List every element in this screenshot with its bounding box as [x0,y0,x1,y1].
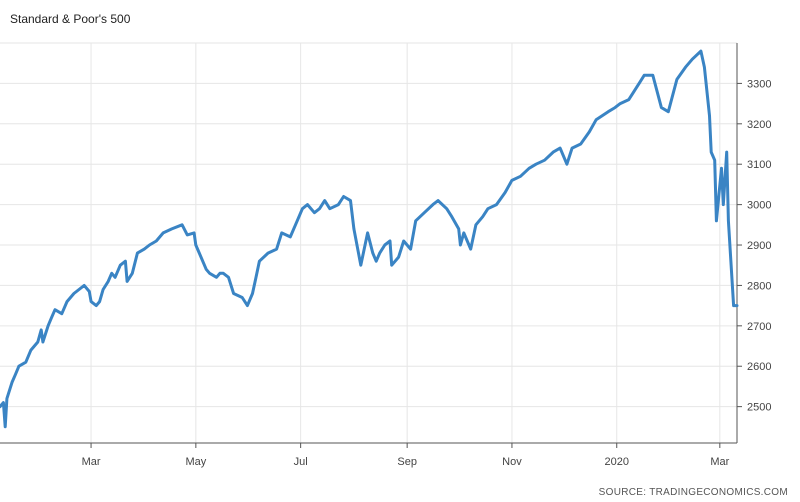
x-tick-label: May [185,456,206,468]
tick-labels: 2500 2600 2700 2800 2900 3000 3100 3200 3300 Mar M… [82,78,772,468]
x-tick-label: Mar [710,456,729,468]
series-line [0,49,739,429]
plot-area [0,49,739,429]
y-tick-label: 2900 [747,240,771,252]
y-tick-label: 3000 [747,200,771,212]
axes [0,43,742,448]
y-tick-label: 3200 [747,119,771,131]
source-note: SOURCE: TRADINGECONOMICS.COM [598,487,788,498]
y-tick-label: 2600 [747,361,771,373]
y-tick-label: 3100 [747,159,771,171]
y-tick-label: 2700 [747,321,771,333]
y-tick-label: 3300 [747,78,771,90]
grid-lines [0,42,737,443]
y-tick-label: 2800 [747,280,771,292]
x-tick-label: Nov [502,456,522,468]
x-tick-label: Sep [397,456,417,468]
x-tick-label: 2020 [605,456,629,468]
y-tick-label: 2500 [747,402,771,414]
x-tick-label: Jul [294,456,308,468]
x-tick-label: Mar [82,456,101,468]
chart-title: Standard & Poor's 500 [10,12,131,26]
